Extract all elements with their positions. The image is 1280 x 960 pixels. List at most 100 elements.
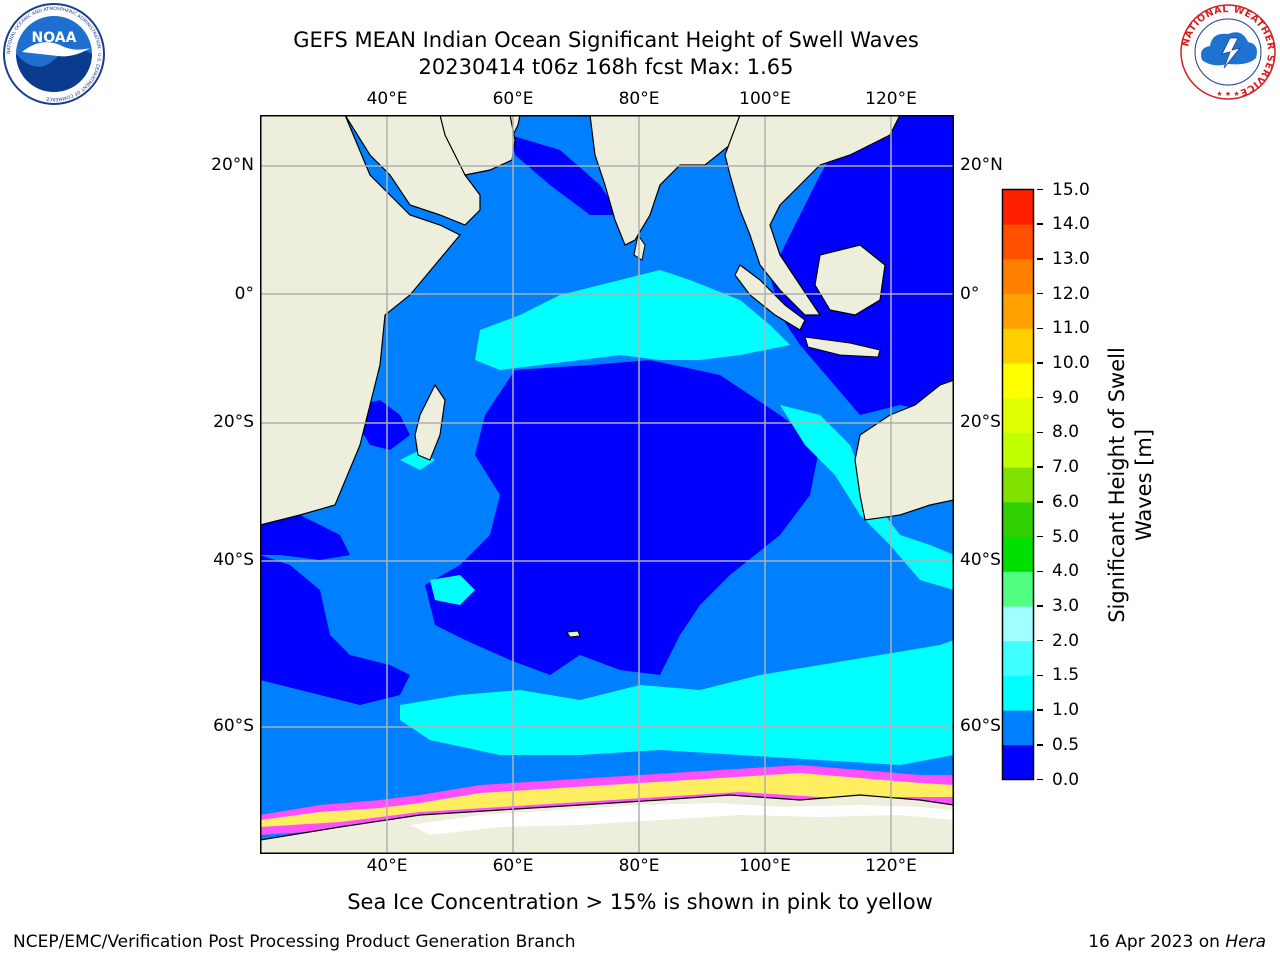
colorbar-title: Significant Height of Swell Waves [m] bbox=[1104, 347, 1158, 623]
lat-label-right-20n: 20°N bbox=[960, 155, 1003, 175]
colorbar-tick bbox=[1037, 570, 1043, 572]
colorbar-tick bbox=[1037, 709, 1043, 711]
colorbar-segment bbox=[1002, 744, 1034, 780]
swell-zone-high-southern bbox=[400, 640, 954, 765]
lat-label-left-20s: 20°S bbox=[213, 412, 254, 432]
colorbar-title-line1: Significant Height of Swell bbox=[1105, 347, 1129, 623]
colorbar-title-line2: Waves [m] bbox=[1132, 428, 1156, 542]
svg-text:★ ★ ★: ★ ★ ★ bbox=[1216, 90, 1239, 98]
colorbar-tick bbox=[1037, 188, 1043, 191]
lon-label-top-120e: 120°E bbox=[865, 89, 917, 109]
lon-label-top-40e: 40°E bbox=[366, 89, 408, 109]
lat-label-right-0: 0° bbox=[960, 284, 980, 304]
colorbar-tick-label: 11.0 bbox=[1052, 318, 1090, 339]
colorbar-tick-label: 9.0 bbox=[1052, 387, 1080, 408]
land-borneo bbox=[814, 244, 886, 316]
ice-shelf-white bbox=[410, 803, 954, 835]
colorbar-tick bbox=[1037, 778, 1043, 781]
lon-label-top-80e: 80°E bbox=[618, 89, 660, 109]
colorbar-tick bbox=[1037, 605, 1043, 607]
sea-ice-note: Sea Ice Concentration > 15% is shown in … bbox=[347, 890, 933, 914]
colorbar-segment bbox=[1002, 258, 1034, 295]
colorbar-tick bbox=[1037, 535, 1043, 538]
footer-date-text: 16 Apr 2023 on bbox=[1088, 932, 1226, 952]
colorbar-tick-label: 1.5 bbox=[1052, 665, 1080, 686]
lat-label-right-60s: 60°S bbox=[960, 716, 1001, 736]
colorbar-tick-label: 8.0 bbox=[1052, 422, 1080, 443]
colorbar-tick-label: 1.0 bbox=[1052, 700, 1080, 721]
lat-label-right-40s: 40°S bbox=[960, 550, 1001, 570]
lon-label-bottom-40e: 40°E bbox=[366, 856, 408, 876]
colorbar-tick bbox=[1037, 744, 1043, 746]
colorbar-tick-label: 15.0 bbox=[1052, 179, 1090, 200]
lon-label-bottom-80e: 80°E bbox=[618, 856, 660, 876]
lon-label-top-100e: 100°E bbox=[739, 89, 791, 109]
land-australia bbox=[854, 379, 954, 521]
land-java bbox=[804, 336, 881, 358]
colorbar-tick-label: 0.5 bbox=[1052, 734, 1080, 755]
colorbar-tick bbox=[1037, 396, 1043, 399]
colorbar-segment bbox=[1002, 640, 1034, 676]
colorbar-tick-label: 2.0 bbox=[1052, 630, 1080, 651]
colorbar-segment bbox=[1002, 675, 1034, 711]
colorbar-tick-label: 13.0 bbox=[1052, 248, 1090, 269]
colorbar-tick-label: 5.0 bbox=[1052, 526, 1080, 547]
swell-zone-low-arabian-sea bbox=[510, 135, 620, 215]
colorbar-tick bbox=[1037, 223, 1043, 225]
colorbar-tick-label: 0.0 bbox=[1052, 769, 1080, 790]
swell-zone-low-west-mid bbox=[260, 515, 350, 560]
colorbar-tick bbox=[1037, 362, 1043, 364]
land-sumatra bbox=[734, 264, 806, 331]
lon-label-bottom-100e: 100°E bbox=[739, 856, 791, 876]
swell-zone-low-western bbox=[260, 555, 410, 705]
map-frame bbox=[260, 115, 954, 854]
swell-zone-low-west-madagascar bbox=[358, 400, 410, 450]
colorbar-tick-label: 3.0 bbox=[1052, 595, 1080, 616]
colorbar bbox=[1001, 188, 1035, 781]
colorbar-segment bbox=[1002, 363, 1034, 399]
lat-label-left-40s: 40°S bbox=[213, 550, 254, 570]
lon-label-top-60e: 60°E bbox=[492, 89, 534, 109]
colorbar-tick-label: 14.0 bbox=[1052, 214, 1090, 235]
swell-zone-high-southwest-blob bbox=[430, 575, 475, 605]
colorbar-segment bbox=[1002, 710, 1034, 746]
colorbar-tick bbox=[1037, 327, 1043, 330]
colorbar-tick bbox=[1037, 639, 1043, 642]
lat-label-left-0: 0° bbox=[234, 284, 254, 304]
colorbar-tick bbox=[1037, 674, 1043, 677]
footer-credit: NCEP/EMC/Verification Post Processing Pr… bbox=[13, 932, 576, 952]
colorbar-segment bbox=[1002, 397, 1034, 433]
colorbar-segment bbox=[1002, 501, 1034, 538]
colorbar-tick-label: 7.0 bbox=[1052, 457, 1080, 478]
lat-label-right-20s: 20°S bbox=[960, 412, 1001, 432]
lon-label-bottom-120e: 120°E bbox=[865, 856, 917, 876]
sea-ice-yellow-band bbox=[260, 773, 954, 827]
colorbar-tick bbox=[1037, 431, 1043, 434]
colorbar-tick-label: 12.0 bbox=[1052, 283, 1090, 304]
colorbar-tick-label: 6.0 bbox=[1052, 491, 1080, 512]
colorbar-tick-label: 10.0 bbox=[1052, 353, 1090, 374]
colorbar-segment bbox=[1002, 293, 1034, 329]
land-iran-pakistan bbox=[439, 115, 516, 176]
colorbar-segment bbox=[1002, 224, 1034, 260]
colorbar-segment bbox=[1002, 432, 1034, 468]
nws-logo: NATIONAL WEATHER SERVICE ★ ★ ★ bbox=[1180, 4, 1276, 100]
colorbar-segment bbox=[1002, 571, 1034, 607]
colorbar-segment bbox=[1002, 328, 1034, 364]
colorbar-segment bbox=[1002, 605, 1034, 642]
colorbar-tick bbox=[1037, 258, 1043, 260]
lat-label-left-60s: 60°S bbox=[213, 716, 254, 736]
land-kerguelen bbox=[566, 630, 581, 638]
colorbar-tick bbox=[1037, 292, 1043, 295]
colorbar-segment bbox=[1002, 467, 1034, 503]
noaa-logo: NOAA NATIONAL OCEANIC AND ATMOSPHERIC AD… bbox=[3, 3, 105, 105]
colorbar-segment bbox=[1002, 189, 1034, 225]
graticule bbox=[260, 115, 954, 854]
lat-label-left-20n: 20°N bbox=[211, 155, 254, 175]
colorbar-tick-label: 4.0 bbox=[1052, 561, 1080, 582]
forecast-subtitle: 20230414 t06z 168h fcst Max: 1.65 bbox=[418, 55, 794, 79]
lon-label-bottom-60e: 60°E bbox=[492, 856, 534, 876]
footer-host: Hera bbox=[1225, 932, 1266, 952]
map-title: GEFS MEAN Indian Ocean Significant Heigh… bbox=[293, 28, 919, 52]
swell-zone-low-central bbox=[425, 360, 820, 675]
